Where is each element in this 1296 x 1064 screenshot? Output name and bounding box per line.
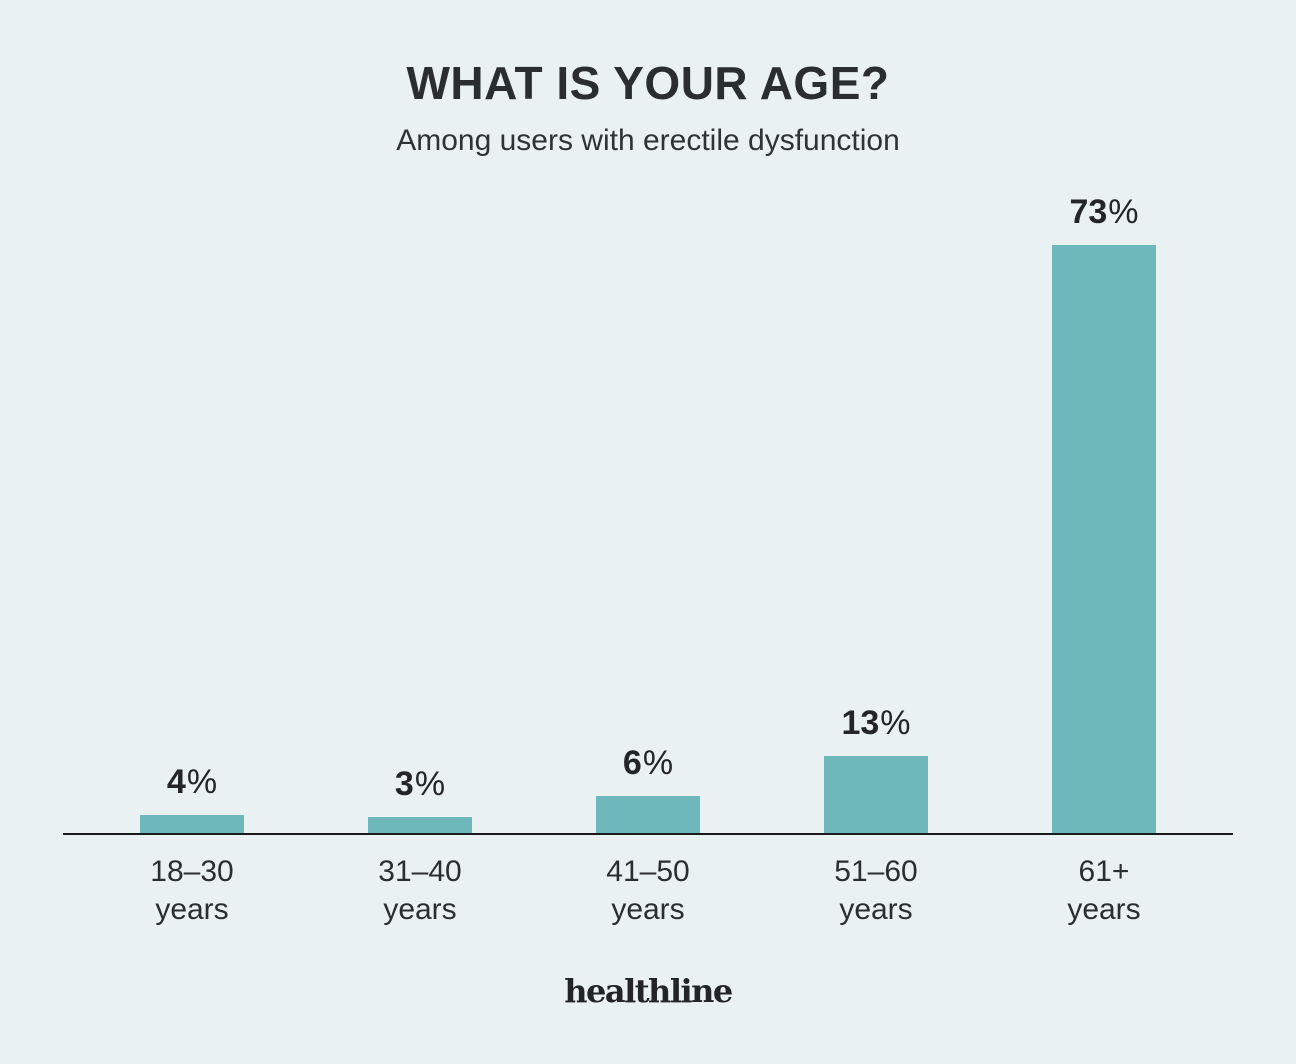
chart-title: WHAT IS YOUR AGE? xyxy=(406,57,890,109)
category-label: 41–50 years xyxy=(534,853,762,929)
category-label: 61+ years xyxy=(990,853,1218,929)
category-years: years xyxy=(611,893,685,926)
bar xyxy=(824,756,928,834)
category-range: 41–50 xyxy=(606,855,690,888)
chart-subtitle: Among users with erectile dysfunction xyxy=(396,124,900,157)
x-axis-labels: 18–30 years 31–40 years 41–50 years 51–60 years… xyxy=(63,853,1233,929)
bar xyxy=(1052,245,1156,834)
bar xyxy=(140,815,244,834)
category-range: 31–40 xyxy=(378,855,462,888)
bar-plot-area: 4% 3% 6% 13% 73% xyxy=(63,193,1233,834)
category-years: years xyxy=(839,893,913,926)
category-label: 51–60 years xyxy=(762,853,990,929)
category-range: 51–60 xyxy=(834,855,918,888)
bar-column: 4% xyxy=(78,763,306,834)
bar-column: 73% xyxy=(990,193,1218,834)
category-years: years xyxy=(1067,893,1141,926)
bar-column: 3% xyxy=(306,765,534,834)
category-range: 61+ xyxy=(1078,855,1130,888)
category-years: years xyxy=(383,893,457,926)
bar xyxy=(368,817,472,834)
category-label: 31–40 years xyxy=(306,853,534,929)
bar-column: 6% xyxy=(534,744,762,834)
bar xyxy=(596,796,700,834)
x-axis-line xyxy=(63,833,1233,835)
category-years: years xyxy=(155,893,229,926)
category-label: 18–30 years xyxy=(78,853,306,929)
healthline-logo: healthline xyxy=(564,972,733,1010)
bar-value-label: 13% xyxy=(841,704,911,742)
category-range: 18–30 xyxy=(150,855,234,888)
bar-value-label: 4% xyxy=(166,763,218,801)
bar-value-label: 6% xyxy=(622,744,674,782)
bar-column: 13% xyxy=(762,704,990,834)
bar-value-label: 3% xyxy=(394,765,446,803)
bar-value-label: 73% xyxy=(1069,193,1139,231)
